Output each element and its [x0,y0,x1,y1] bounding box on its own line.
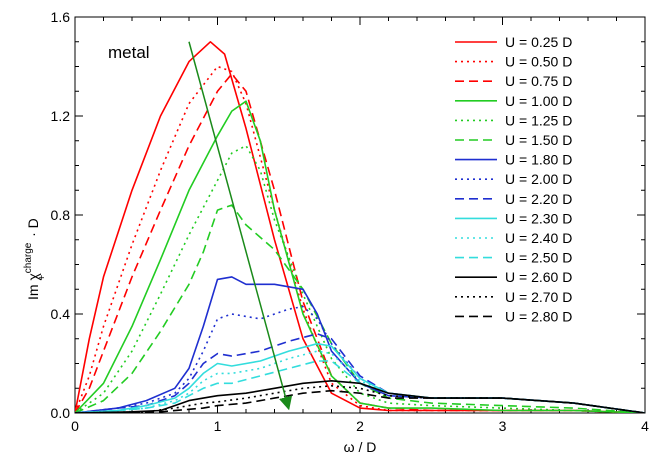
legend-label-15: U = 2.80 D [505,308,572,324]
legend-label-14: U = 2.70 D [505,289,572,305]
series-line-4 [75,100,645,413]
plot-frame [74,16,646,414]
series-lines [75,41,645,413]
y-axis-label-suffix: · D [25,218,41,241]
series-line-5 [75,144,645,413]
x-tick-label: 4 [641,418,649,434]
legend-label-1: U = 0.25 D [505,34,572,50]
legend-label-8: U = 2.00 D [505,171,572,187]
y-axis-label: Im χcharge+ · D [23,218,48,300]
legend-label-5: U = 1.25 D [505,112,572,128]
legend-label-6: U = 1.50 D [505,132,572,148]
y-tick-label: 0.8 [51,207,71,223]
y-tick-label: 1.2 [51,108,71,124]
x-tick-label: 3 [499,418,507,434]
legend-label-10: U = 2.30 D [505,210,572,226]
legend-label-2: U = 0.50 D [505,54,572,70]
x-tick-label: 0 [71,418,79,434]
y-tick-label: 0.0 [51,405,71,421]
annotation-metal: metal [108,43,150,62]
y-tick-label: 1.6 [51,9,71,25]
y-axis-label-superscript: charge [23,242,34,273]
x-tick-label: 1 [214,418,222,434]
y-axis: 0.0 0.4 0.8 1.2 1.6 [51,9,645,421]
series-line-11 [75,350,645,413]
legend-label-11: U = 2.40 D [505,230,572,246]
x-axis-label: ω / D [344,439,377,455]
legend-label-9: U = 2.20 D [505,191,572,207]
y-tick-label: 0.4 [51,306,71,322]
legend-label-12: U = 2.50 D [505,250,572,266]
series-line-15 [75,389,645,413]
series-line-2 [75,65,645,413]
legend: U = 0.25 D U = 0.50 D U = 0.75 D U = 1.00 D… [455,34,572,324]
trend-arrow [188,41,293,411]
legend-label-13: U = 2.60 D [505,269,572,285]
y-axis-label-main: Im χ [25,273,41,300]
legend-label-3: U = 0.75 D [505,73,572,89]
y-axis-label-subscript: + [37,275,48,281]
legend-label-4: U = 1.00 D [505,93,572,109]
legend-label-7: U = 1.80 D [505,152,572,168]
x-tick-label: 2 [356,418,364,434]
series-line-6 [75,204,645,413]
